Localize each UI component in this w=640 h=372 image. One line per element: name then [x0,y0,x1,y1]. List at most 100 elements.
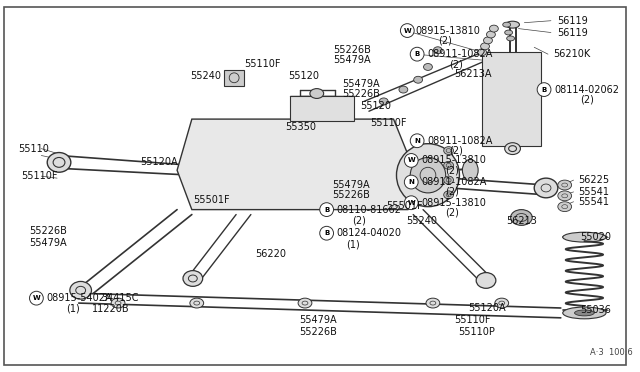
Text: 55110P: 55110P [458,327,495,337]
Ellipse shape [563,307,606,319]
Circle shape [397,144,460,207]
Text: 55240: 55240 [190,71,221,81]
Text: 55479A: 55479A [299,315,337,325]
Text: 08110-81662: 08110-81662 [337,205,401,215]
Ellipse shape [490,25,499,32]
Circle shape [404,154,418,167]
Circle shape [404,196,418,209]
Ellipse shape [399,86,408,93]
Circle shape [29,291,44,305]
Text: W: W [33,295,40,301]
Circle shape [404,175,418,189]
Text: 55479A: 55479A [29,238,67,248]
Ellipse shape [462,160,478,181]
Ellipse shape [190,298,204,308]
Text: 08915-13810: 08915-13810 [421,198,486,208]
Text: (2): (2) [450,59,463,69]
Text: 55036: 55036 [580,305,611,315]
Text: 55226B: 55226B [299,327,337,337]
Text: 56213A: 56213A [454,69,492,79]
Ellipse shape [444,147,454,154]
Text: 55120A: 55120A [140,157,177,167]
Text: 55479A: 55479A [342,79,380,89]
Text: 55240: 55240 [406,217,437,227]
Text: 56220: 56220 [255,249,286,259]
Ellipse shape [477,49,486,56]
Circle shape [320,226,333,240]
Text: A·3  100.6: A·3 100.6 [590,348,633,357]
Text: W: W [408,200,415,206]
Text: 08915-13810: 08915-13810 [415,26,480,36]
Text: 55110F: 55110F [370,118,406,128]
Text: (2): (2) [445,165,459,175]
Ellipse shape [505,143,520,154]
Text: 34415C: 34415C [101,293,139,303]
Text: 56119: 56119 [557,28,588,38]
Circle shape [401,24,414,38]
Text: 55120: 55120 [288,71,319,81]
Text: 56210K: 56210K [553,49,590,59]
Text: 08124-04020: 08124-04020 [337,228,401,238]
Text: 55120A: 55120A [468,303,506,313]
Text: (1): (1) [346,239,360,249]
Text: W: W [403,28,411,33]
Text: 56213: 56213 [506,217,536,227]
Ellipse shape [484,37,492,44]
Circle shape [410,134,424,148]
Text: N: N [414,138,420,144]
Ellipse shape [558,191,572,201]
Text: 56119: 56119 [557,16,588,26]
Text: (1): (1) [66,304,79,314]
Ellipse shape [505,30,513,35]
Text: W: W [408,157,415,163]
Text: (2): (2) [580,94,595,105]
Ellipse shape [506,21,520,28]
Text: 55110F: 55110F [454,315,491,325]
Ellipse shape [503,22,511,27]
Text: N: N [408,179,414,185]
Text: 55501F: 55501F [387,201,423,211]
Text: B: B [415,51,420,57]
Circle shape [320,203,333,217]
Ellipse shape [444,176,454,184]
Ellipse shape [298,298,312,308]
Text: 55226B: 55226B [333,45,371,55]
Text: 55226B: 55226B [342,89,380,99]
Ellipse shape [413,76,422,83]
Bar [224,70,244,86]
Ellipse shape [310,89,324,99]
Text: 08114-02062: 08114-02062 [554,84,619,94]
Polygon shape [482,52,541,146]
Text: (2): (2) [445,187,459,197]
Text: 55020: 55020 [580,232,611,242]
Text: 55226B: 55226B [29,226,67,236]
Text: (2): (2) [445,208,459,218]
Text: 08911-1082A: 08911-1082A [427,49,492,59]
Text: 55226B: 55226B [333,190,371,200]
Text: 55350: 55350 [285,122,316,132]
Ellipse shape [47,153,71,172]
Ellipse shape [507,36,515,41]
Text: 55479A: 55479A [333,180,370,190]
Text: (2): (2) [438,35,452,45]
Text: 08911-1082A: 08911-1082A [427,136,492,146]
Polygon shape [177,119,408,209]
Text: 56225: 56225 [579,175,610,185]
Text: 55479A: 55479A [333,55,371,65]
Ellipse shape [575,310,594,316]
Ellipse shape [486,31,495,38]
Ellipse shape [558,180,572,190]
Text: 08911-1082A: 08911-1082A [421,177,486,187]
Text: B: B [541,87,547,93]
Text: 55110: 55110 [18,144,49,154]
Text: B: B [324,206,329,213]
Text: 55501F: 55501F [193,195,230,205]
Text: 55110F: 55110F [22,171,58,181]
Ellipse shape [558,202,572,212]
Circle shape [537,83,551,96]
Ellipse shape [433,47,442,54]
Text: 11220B: 11220B [92,304,129,314]
Ellipse shape [511,209,532,225]
Ellipse shape [380,98,388,105]
Text: B: B [324,230,329,236]
